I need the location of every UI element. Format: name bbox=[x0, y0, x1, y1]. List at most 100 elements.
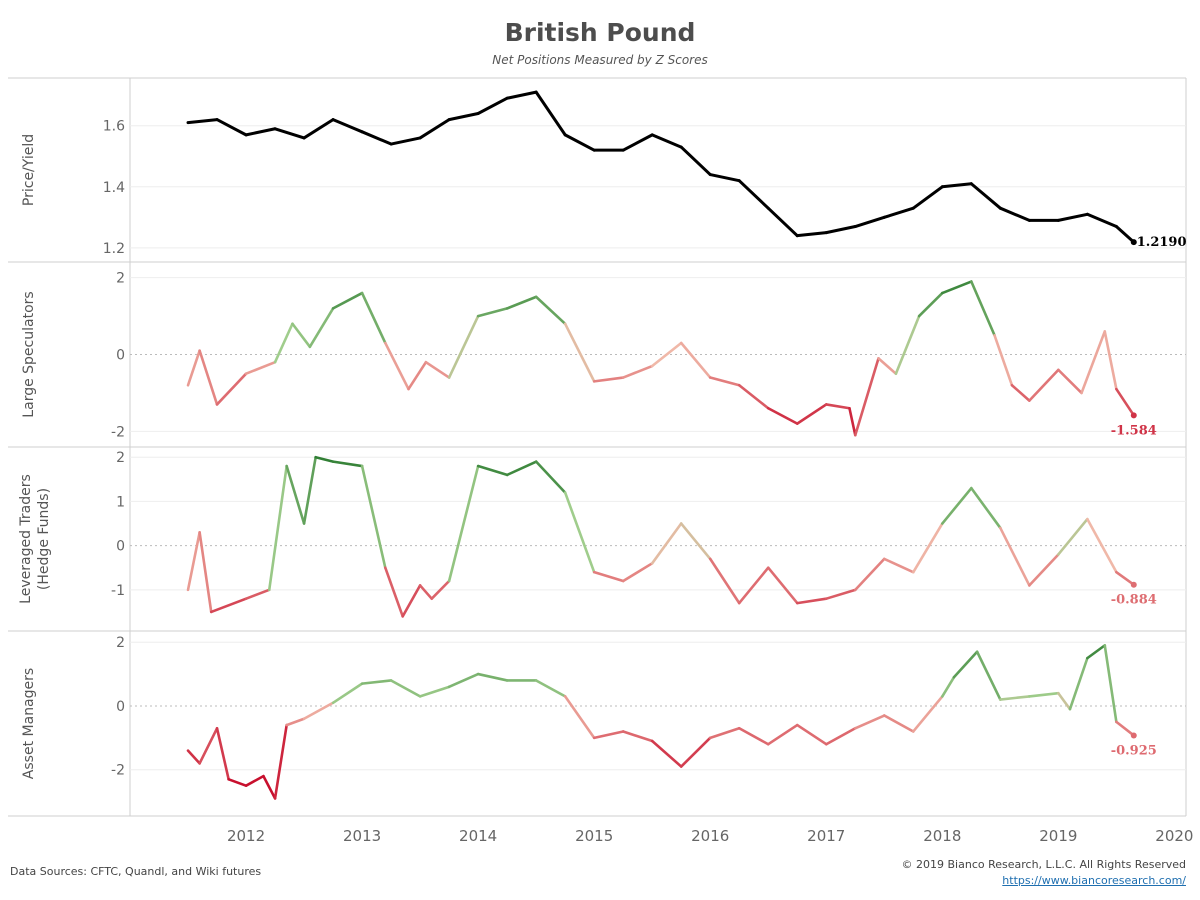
last-value-marker bbox=[1130, 732, 1137, 739]
series-segment bbox=[766, 566, 799, 605]
last-value-label: -0.925 bbox=[1111, 743, 1157, 758]
last-value-marker bbox=[1130, 581, 1137, 588]
series-segment bbox=[1085, 212, 1118, 229]
series-segment bbox=[360, 464, 387, 570]
last-value-label: -1.584 bbox=[1111, 423, 1157, 438]
series-segment bbox=[186, 118, 219, 125]
panel-2: -2 0 2 Large Speculators -1.584 bbox=[8, 262, 1187, 448]
series-segment bbox=[1086, 644, 1107, 660]
series-segment bbox=[679, 145, 712, 177]
series-segment bbox=[882, 206, 915, 219]
x-tick-label: 2017 bbox=[807, 827, 845, 845]
panel-4: -2 0 2 Asset Managers -0.925 bbox=[8, 631, 1187, 817]
series-segment bbox=[273, 723, 288, 800]
last-value-marker bbox=[1130, 239, 1137, 246]
y-tick-label: 2 bbox=[116, 271, 125, 287]
series-segment bbox=[941, 675, 956, 698]
y-tick-label: 1.2 bbox=[103, 241, 125, 257]
website-link[interactable]: https://www.biancoresearch.com/ bbox=[1002, 874, 1186, 887]
series-segment bbox=[940, 182, 973, 189]
series-segment bbox=[708, 173, 741, 183]
series-line bbox=[186, 280, 1136, 437]
series-segment bbox=[737, 566, 770, 605]
last-value-label: 1.2190 bbox=[1137, 235, 1187, 250]
series-segment bbox=[621, 562, 654, 583]
series-segment bbox=[679, 522, 712, 561]
series-segment bbox=[877, 357, 898, 376]
series-segment bbox=[534, 460, 567, 494]
series-segment bbox=[766, 406, 799, 425]
series-segment bbox=[708, 376, 741, 387]
panel-1: 1.2 1.4 1.6 Price/Yield 1.2190 bbox=[8, 78, 1187, 263]
x-tick-label: 2013 bbox=[343, 827, 381, 845]
series-segment bbox=[563, 695, 596, 740]
series-segment bbox=[708, 726, 741, 740]
series-segment bbox=[186, 749, 201, 765]
last-value-marker bbox=[1130, 412, 1137, 419]
series-segment bbox=[407, 360, 428, 391]
series-segment bbox=[418, 584, 434, 600]
y-axis-label: Asset Managers bbox=[21, 668, 37, 779]
series-line bbox=[186, 455, 1136, 618]
series-line bbox=[186, 90, 1136, 244]
y-axis-label: Leveraged Traders (Hedge Funds) bbox=[18, 474, 52, 604]
series-segment bbox=[291, 322, 312, 349]
series-segment bbox=[383, 566, 405, 618]
series-segment bbox=[314, 455, 335, 463]
series-segment bbox=[824, 588, 857, 600]
series-segment bbox=[795, 723, 828, 746]
series-segment bbox=[476, 464, 509, 477]
x-tick-label: 2014 bbox=[459, 827, 497, 845]
series-segment bbox=[737, 383, 770, 410]
series-segment bbox=[1028, 691, 1060, 698]
series-segment bbox=[424, 360, 451, 379]
series-segment bbox=[389, 679, 422, 698]
series-segment bbox=[592, 730, 625, 740]
series-segment bbox=[262, 774, 277, 800]
series-segment bbox=[621, 364, 654, 379]
series-segment bbox=[970, 280, 996, 337]
y-tick-label: 0 bbox=[116, 699, 125, 715]
series-segment bbox=[824, 726, 857, 746]
series-segment bbox=[476, 307, 509, 318]
series-segment bbox=[302, 455, 317, 525]
series-segment bbox=[592, 376, 625, 383]
series-segment bbox=[853, 357, 880, 437]
series-segment bbox=[917, 291, 944, 318]
series-segment bbox=[737, 179, 770, 210]
x-tick-label: 2018 bbox=[923, 827, 961, 845]
series-segment bbox=[970, 486, 1002, 530]
series-segment bbox=[360, 130, 393, 146]
series-segment bbox=[360, 291, 387, 345]
y-tick-label: 1.4 bbox=[103, 180, 125, 196]
series-segment bbox=[215, 118, 248, 137]
series-segment bbox=[911, 522, 944, 574]
series-segment bbox=[824, 403, 851, 410]
series-segment bbox=[331, 118, 364, 134]
x-tick-label: 2015 bbox=[575, 827, 613, 845]
series-segment bbox=[401, 584, 422, 618]
series-segment bbox=[848, 406, 857, 437]
series-segment bbox=[592, 570, 625, 583]
series-segment bbox=[563, 133, 596, 152]
series-segment bbox=[1103, 644, 1118, 724]
series-segment bbox=[331, 682, 364, 705]
series-segment bbox=[447, 672, 480, 689]
series-segment bbox=[563, 322, 596, 383]
series-segment bbox=[267, 464, 288, 592]
series-segment bbox=[198, 726, 219, 765]
chart-title: British Pound bbox=[504, 18, 696, 47]
series-segment bbox=[1068, 656, 1089, 711]
copyright-block: © 2019 Bianco Research, L.L.C. All Right… bbox=[902, 857, 1186, 889]
series-segment bbox=[941, 486, 973, 525]
series-segment bbox=[853, 714, 886, 730]
series-segment bbox=[1115, 570, 1136, 587]
series-segment bbox=[302, 701, 335, 721]
series-segment bbox=[1086, 517, 1118, 574]
series-segment bbox=[308, 307, 335, 349]
y-tick-label: 0 bbox=[116, 348, 125, 364]
series-segment bbox=[273, 127, 306, 140]
series-segment bbox=[679, 736, 712, 768]
series-segment bbox=[650, 133, 683, 149]
series-segment bbox=[389, 136, 422, 146]
